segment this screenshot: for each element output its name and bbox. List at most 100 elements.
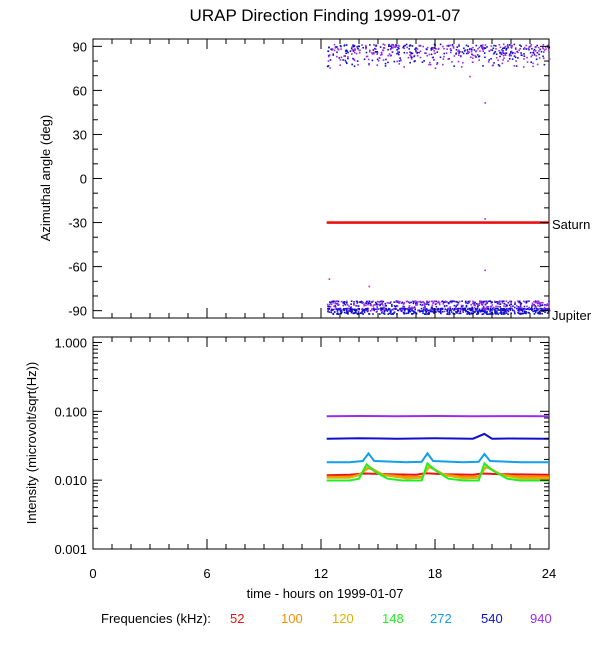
direction-point <box>543 49 546 51</box>
direction-point <box>439 43 442 46</box>
direction-point <box>496 302 499 305</box>
direction-point <box>451 308 454 310</box>
direction-point <box>403 311 405 314</box>
direction-point <box>332 308 335 311</box>
direction-point <box>406 300 409 303</box>
direction-point <box>467 302 469 305</box>
direction-point <box>523 305 526 308</box>
direction-point <box>522 308 524 311</box>
direction-point <box>513 306 516 309</box>
direction-point <box>490 58 492 60</box>
direction-point <box>509 309 512 311</box>
direction-point <box>514 301 516 304</box>
direction-point <box>454 300 457 303</box>
direction-point <box>517 311 519 314</box>
direction-point <box>506 307 509 310</box>
direction-point <box>397 300 399 303</box>
direction-point <box>429 310 432 313</box>
direction-point <box>413 300 416 303</box>
direction-point <box>468 300 470 303</box>
direction-point <box>495 305 497 308</box>
direction-point <box>495 48 497 50</box>
top-y-tick-label: 30 <box>73 127 87 142</box>
outlier-point <box>328 278 331 280</box>
direction-point <box>373 51 375 54</box>
direction-point <box>418 51 420 54</box>
direction-point <box>469 300 471 302</box>
direction-point <box>487 307 490 310</box>
direction-point <box>342 59 344 61</box>
direction-point <box>437 307 440 310</box>
direction-point <box>540 50 543 53</box>
direction-point <box>517 307 520 309</box>
direction-point <box>504 312 506 315</box>
direction-point <box>547 304 549 307</box>
direction-point <box>506 45 509 47</box>
direction-point <box>436 63 438 65</box>
direction-point <box>528 46 530 49</box>
direction-point <box>503 52 505 55</box>
direction-point <box>528 48 530 51</box>
direction-point <box>493 308 496 311</box>
direction-point <box>527 311 529 314</box>
direction-point <box>348 305 350 307</box>
direction-point <box>525 300 528 303</box>
direction-point <box>373 52 375 55</box>
direction-point <box>419 303 422 306</box>
direction-point <box>343 44 346 46</box>
direction-point <box>357 47 359 50</box>
direction-point <box>458 52 460 54</box>
top-y-tick-label: 0 <box>80 172 87 187</box>
direction-point <box>464 301 467 303</box>
direction-point <box>443 47 445 50</box>
direction-point <box>449 300 452 303</box>
direction-point <box>466 308 469 311</box>
direction-point <box>389 302 391 304</box>
direction-point <box>407 310 410 313</box>
direction-point <box>446 309 448 311</box>
direction-point <box>374 44 377 47</box>
direction-point <box>416 302 419 305</box>
direction-point <box>366 55 369 58</box>
direction-point <box>339 64 342 66</box>
direction-point <box>399 57 401 59</box>
direction-point <box>393 312 395 314</box>
direction-point <box>489 308 492 311</box>
direction-point <box>538 50 540 52</box>
direction-point <box>519 305 522 308</box>
direction-point <box>460 305 463 308</box>
direction-point <box>503 47 506 49</box>
direction-point <box>519 304 522 306</box>
direction-point <box>486 313 489 315</box>
direction-point <box>328 54 331 57</box>
direction-point <box>517 300 519 303</box>
direction-point <box>419 50 422 53</box>
direction-point <box>420 301 422 304</box>
direction-point <box>350 311 353 314</box>
direction-point <box>353 44 356 47</box>
legend-item-100: 100 <box>281 611 303 626</box>
direction-point <box>403 47 406 50</box>
direction-point <box>430 308 432 311</box>
direction-point <box>523 58 525 60</box>
direction-point <box>421 61 424 64</box>
direction-point <box>461 308 463 310</box>
direction-point <box>376 51 379 54</box>
direction-point <box>478 46 481 49</box>
direction-point <box>392 312 394 315</box>
direction-point <box>365 309 367 312</box>
direction-point <box>327 60 330 62</box>
direction-point <box>425 311 427 313</box>
direction-point <box>465 310 468 312</box>
direction-point <box>486 306 489 308</box>
direction-point <box>402 45 405 48</box>
direction-point <box>327 55 330 58</box>
direction-point <box>427 301 429 304</box>
intensity-line-540 <box>326 432 550 440</box>
direction-point <box>343 55 345 57</box>
direction-point <box>412 312 415 315</box>
direction-point <box>396 49 398 51</box>
direction-point <box>507 313 509 316</box>
direction-point <box>426 303 428 305</box>
direction-point <box>471 306 473 309</box>
